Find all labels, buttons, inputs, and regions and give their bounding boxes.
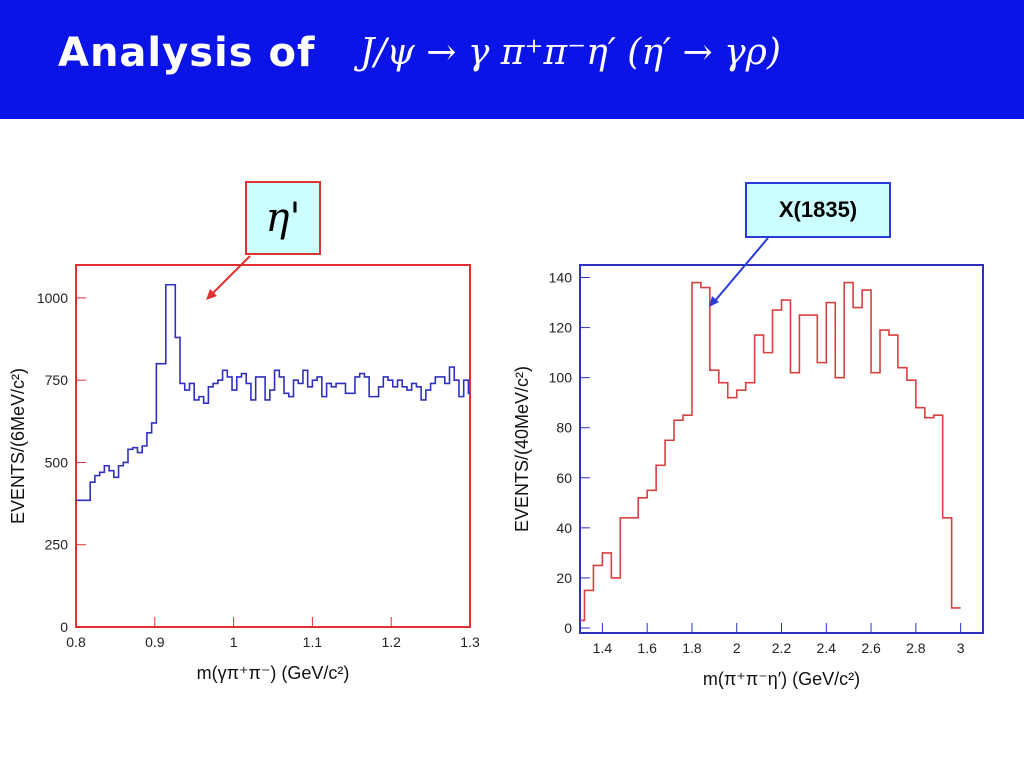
right-chart-ylabel: EVENTS/(40MeV/c²) [512,366,532,532]
left-chart-xtick-label: 1.2 [381,634,401,650]
left-chart-ytick-label: 0 [60,619,68,635]
left-chart-xtick-label: 1 [230,634,238,650]
left-chart-ytick-label: 500 [45,454,69,470]
left-chart-ytick-label: 250 [45,537,69,553]
right-chart-ytick-label: 100 [549,370,573,386]
left-chart-ytick-label: 1000 [37,290,68,306]
chart-right: 1.4 1.6 1.8 2 2.2 2.4 2.6 2.8 3 0 20 40 60 80 100 120 14… [512,264,984,689]
left-chart-xtick-label: 0.8 [66,634,86,650]
title-formula: J/ψ → γ π⁺π⁻η′ (η′ → γρ) [360,32,781,73]
right-chart-frame [579,264,984,634]
right-chart-xtick-label: 1.6 [637,640,657,656]
right-chart-ytick-label: 80 [556,420,572,436]
left-chart-histogram-series [76,283,470,502]
right-chart-xtick-label: 1.8 [682,640,702,656]
right-chart-ytick-label: 20 [556,570,572,586]
left-chart-ytick-label: 750 [45,372,69,388]
title-bar: Analysis of J/ψ → γ π⁺π⁻η′ (η′ → γρ) [0,0,1024,119]
callout-arrows [206,237,769,307]
chart-left: 0.8 0.9 1 1.1 1.2 1.3 0 250 500 750 1000 m(γπ⁺π⁻) (… [8,264,480,683]
left-chart-xtick-label: 1.1 [303,634,323,650]
x1835-callout: X(1835) [745,182,891,238]
left-chart-xtick-label: 0.9 [145,634,165,650]
left-chart-ylabel: EVENTS/(6MeV/c²) [8,368,28,524]
right-chart-ytick-label: 120 [549,320,573,336]
right-chart-xtick-label: 2.2 [772,640,792,656]
arrowhead-right [709,296,719,307]
right-chart-xtick-label: 2.6 [861,640,881,656]
right-chart-xtick-label: 2.4 [817,640,837,656]
right-chart-xlabel: m(π⁺π⁻η′) (GeV/c²) [703,669,860,689]
right-chart-ytick-label: 140 [549,270,573,286]
arrow-right [713,237,769,303]
right-chart-ytick-label: 0 [564,620,572,636]
page-title: Analysis of [58,30,316,76]
left-chart-xlabel: m(γπ⁺π⁻) (GeV/c²) [197,663,350,683]
right-chart-xtick-label: 1.4 [593,640,613,656]
left-chart-frame [75,264,471,628]
eta-prime-callout: η' [245,181,321,255]
right-chart-xtick-label: 2 [733,640,741,656]
right-chart-xtick-label: 3 [957,640,965,656]
right-chart-ytick-label: 40 [556,520,572,536]
left-chart-xtick-label: 1.3 [460,634,480,650]
arrowhead-left [206,289,217,300]
right-chart-xtick-label: 2.8 [906,640,926,656]
right-chart-histogram-series [580,281,961,622]
arrow-left [209,255,251,297]
right-chart-ytick-label: 60 [556,470,572,486]
